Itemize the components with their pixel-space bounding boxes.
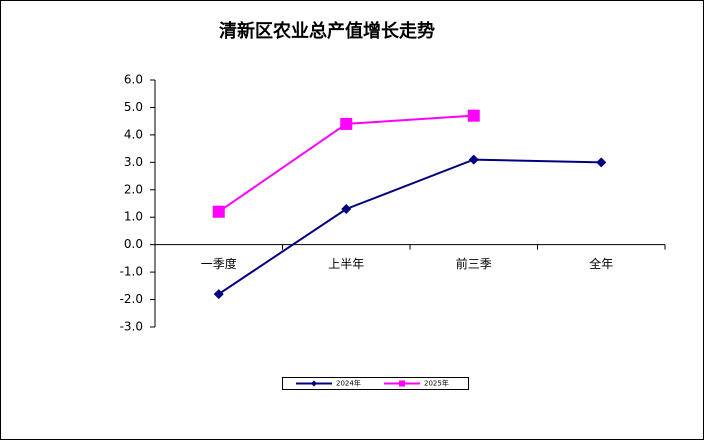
legend-label: 2025年	[424, 379, 449, 388]
point	[340, 117, 353, 130]
y-tick-label: 1.0	[124, 210, 143, 224]
y-tick-label: 4.0	[124, 127, 143, 141]
chart-title: 清新区农业总产值增长走势	[219, 20, 435, 42]
x-tick-label: 一季度	[201, 256, 237, 271]
y-tick-label: -2.0	[120, 292, 143, 306]
point	[468, 154, 479, 165]
y-tick-label: -1.0	[120, 265, 143, 279]
x-tick-label: 全年	[589, 256, 613, 271]
x-tick-label: 前三季	[456, 256, 492, 271]
series-line	[218, 158, 602, 295]
legend-marker	[311, 380, 317, 387]
point	[467, 109, 480, 122]
y-tick-label: -3.0	[120, 320, 143, 334]
y-tick-label: 5.0	[124, 100, 143, 114]
point	[213, 289, 224, 300]
legend-label: 2024年	[336, 379, 361, 388]
y-tick-label: 0.0	[124, 237, 143, 251]
x-tick-label: 上半年	[328, 257, 364, 271]
point	[596, 157, 607, 168]
legend-marker	[399, 380, 405, 387]
y-tick-label: 6.0	[124, 73, 143, 87]
legend-box	[282, 377, 469, 390]
y-tick-label: 3.0	[124, 155, 143, 169]
point	[341, 203, 352, 214]
y-tick-label: 2.0	[124, 182, 143, 196]
point	[212, 205, 225, 218]
